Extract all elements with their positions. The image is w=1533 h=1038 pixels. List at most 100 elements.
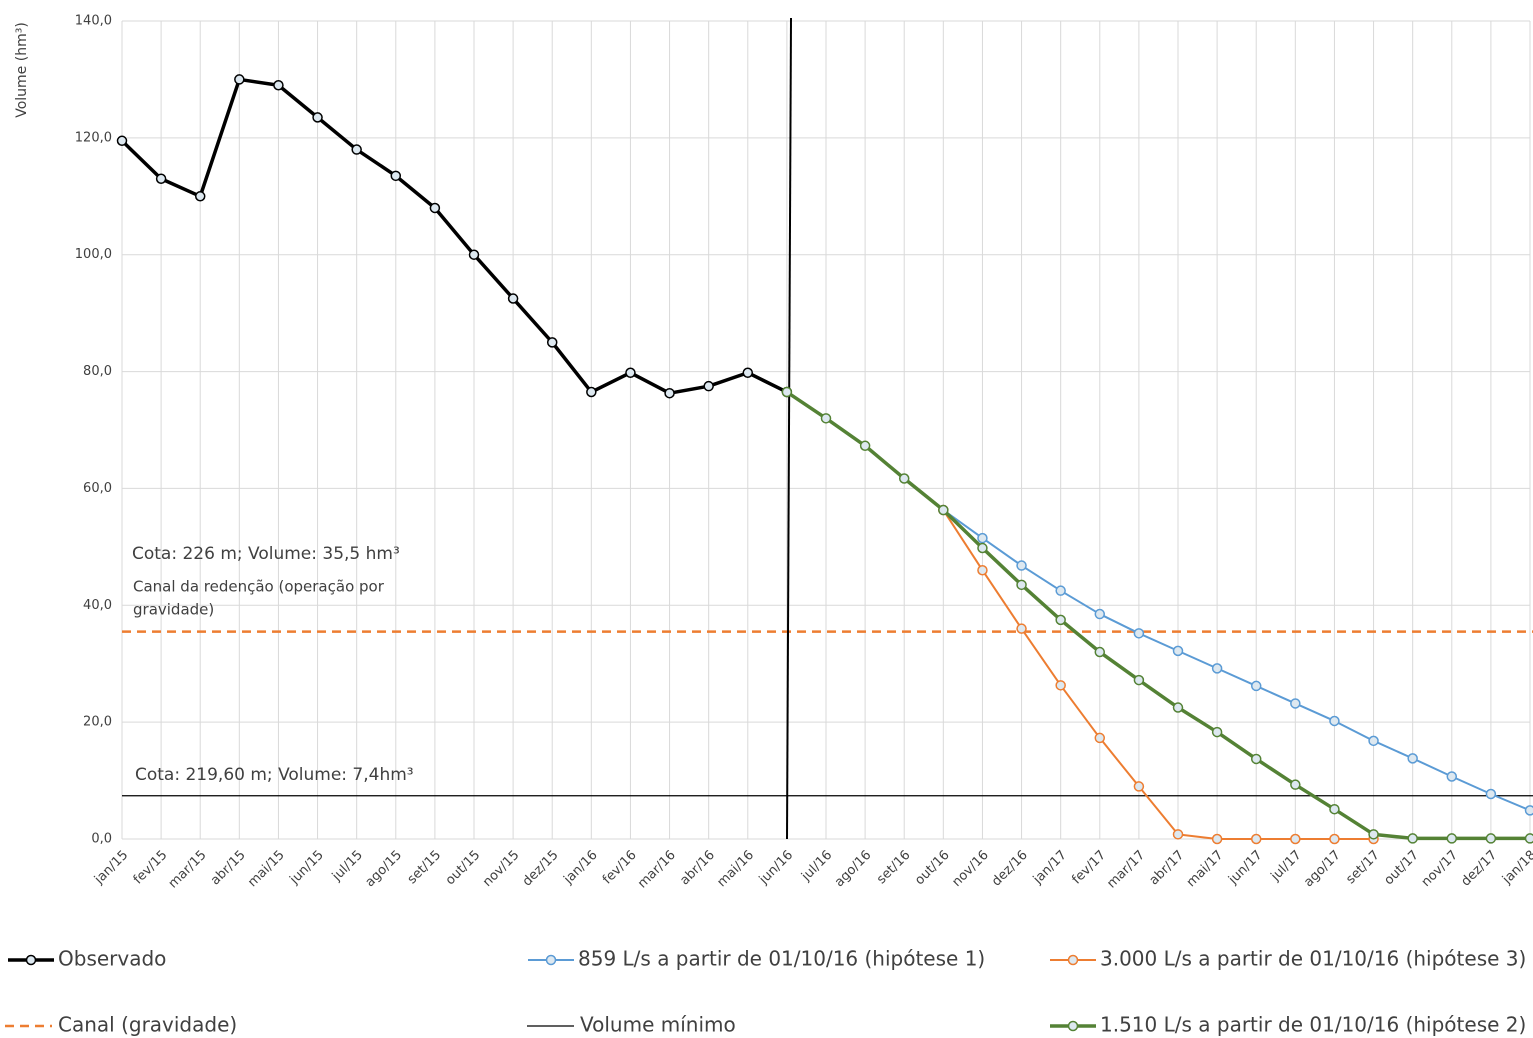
data-point xyxy=(1133,628,1145,639)
x-tick-label: jan/15 xyxy=(91,848,131,888)
data-point xyxy=(1250,753,1262,765)
separator-line xyxy=(786,17,792,840)
y-tick-label: 120,0 xyxy=(75,130,112,145)
x-tick-label: nov/15 xyxy=(480,848,522,890)
data-point xyxy=(703,380,714,392)
data-point xyxy=(468,249,480,260)
x-tick-label: jul/16 xyxy=(798,848,835,885)
x-tick-label: mai/16 xyxy=(715,848,758,891)
y-tick-label: 20,0 xyxy=(83,715,112,730)
data-point xyxy=(1329,833,1340,845)
x-tick-label: jun/16 xyxy=(756,848,796,888)
data-point xyxy=(1016,579,1027,591)
data-point xyxy=(977,564,988,576)
data-point xyxy=(1211,663,1223,674)
x-tick-label: fev/16 xyxy=(600,848,640,888)
y-tick-label: 60,0 xyxy=(83,481,112,496)
data-point xyxy=(859,440,871,452)
x-tick-label: fev/17 xyxy=(1069,848,1109,888)
annotation: gravidade) xyxy=(133,601,214,619)
data-point xyxy=(1211,726,1223,738)
data-point xyxy=(1055,614,1066,626)
legend-label: 859 L/s a partir de 01/10/16 (hipótese 1… xyxy=(578,947,985,971)
legend-marker xyxy=(545,954,557,966)
data-point xyxy=(1250,833,1262,845)
data-point xyxy=(586,386,597,398)
data-point xyxy=(1407,833,1418,844)
annotation: Cota: 219,60 m; Volume: 7,4hm³ xyxy=(135,765,414,785)
data-point xyxy=(1368,735,1379,747)
x-tick-label: ago/17 xyxy=(1301,848,1343,890)
x-tick-label: abr/15 xyxy=(208,848,249,889)
x-tick-label: out/17 xyxy=(1382,848,1422,888)
series-line xyxy=(942,509,1531,812)
legend-marker xyxy=(1067,954,1079,966)
data-point xyxy=(1094,608,1106,620)
x-tick-label: abr/16 xyxy=(677,848,718,889)
data-point xyxy=(429,202,441,214)
data-point xyxy=(1172,829,1184,840)
x-tick-label: jan/16 xyxy=(561,848,601,888)
legend-label: Observado xyxy=(58,947,166,971)
x-tick-label: abr/17 xyxy=(1147,848,1188,889)
series-line xyxy=(120,77,788,395)
x-tick-label: mar/15 xyxy=(166,848,210,892)
data-point xyxy=(1446,833,1458,844)
legend-marker xyxy=(25,954,37,966)
data-point xyxy=(390,170,402,182)
x-tick-label: nov/17 xyxy=(1419,848,1461,890)
x-tick-label: jun/15 xyxy=(287,848,327,888)
data-point xyxy=(1368,829,1379,840)
data-point xyxy=(312,112,323,123)
legend-label: 1.510 L/s a partir de 01/10/16 (hipótese… xyxy=(1100,1013,1526,1037)
data-point xyxy=(1524,805,1533,816)
legend-marker xyxy=(1067,1020,1079,1032)
series-line xyxy=(785,390,1530,841)
x-tick-label: mar/17 xyxy=(1104,848,1148,892)
x-tick-label: jul/17 xyxy=(1268,848,1305,885)
data-point xyxy=(977,542,988,554)
data-point xyxy=(194,191,206,202)
y-tick-label: 40,0 xyxy=(83,598,112,613)
data-point xyxy=(1329,803,1340,815)
x-tick-label: dez/15 xyxy=(520,848,562,890)
x-tick-label: nov/16 xyxy=(949,848,991,890)
data-point xyxy=(1329,715,1340,727)
x-tick-label: ago/16 xyxy=(832,848,874,890)
x-tick-label: out/16 xyxy=(912,848,952,888)
x-tick-label: mar/16 xyxy=(635,848,679,892)
x-tick-label: set/16 xyxy=(874,848,913,887)
data-point xyxy=(1250,680,1262,692)
data-point xyxy=(1016,560,1027,571)
data-point xyxy=(625,367,636,378)
x-tick-label: mai/15 xyxy=(245,848,288,891)
data-point xyxy=(1133,674,1145,686)
data-point xyxy=(977,532,988,544)
y-axis-label: Volume (hm³) xyxy=(14,22,30,118)
data-point xyxy=(1485,788,1497,800)
data-point xyxy=(1172,702,1184,713)
legend-label: Volume mínimo xyxy=(580,1013,736,1037)
data-point xyxy=(1055,680,1066,691)
data-point xyxy=(155,173,167,185)
data-point xyxy=(1172,645,1184,657)
x-tick-label: jan/18 xyxy=(1499,848,1533,888)
x-tick-label: out/15 xyxy=(443,848,483,888)
data-point xyxy=(234,74,245,85)
data-point xyxy=(1290,698,1301,709)
annotation: Cota: 226 m; Volume: 35,5 hm³ xyxy=(132,544,400,564)
data-point xyxy=(664,387,675,399)
data-point xyxy=(1290,779,1301,790)
x-tick-label: set/17 xyxy=(1343,848,1382,887)
data-point xyxy=(507,293,519,304)
data-point xyxy=(1446,771,1458,782)
x-tick-label: jul/15 xyxy=(329,848,366,885)
y-tick-label: 140,0 xyxy=(75,14,112,29)
data-point xyxy=(1094,646,1106,658)
data-point xyxy=(546,337,558,348)
legend-label: 3.000 L/s a partir de 01/10/16 (hipótese… xyxy=(1100,947,1526,971)
x-tick-label: set/15 xyxy=(405,848,444,887)
y-tick-label: 80,0 xyxy=(83,364,112,379)
data-point xyxy=(1016,623,1027,634)
